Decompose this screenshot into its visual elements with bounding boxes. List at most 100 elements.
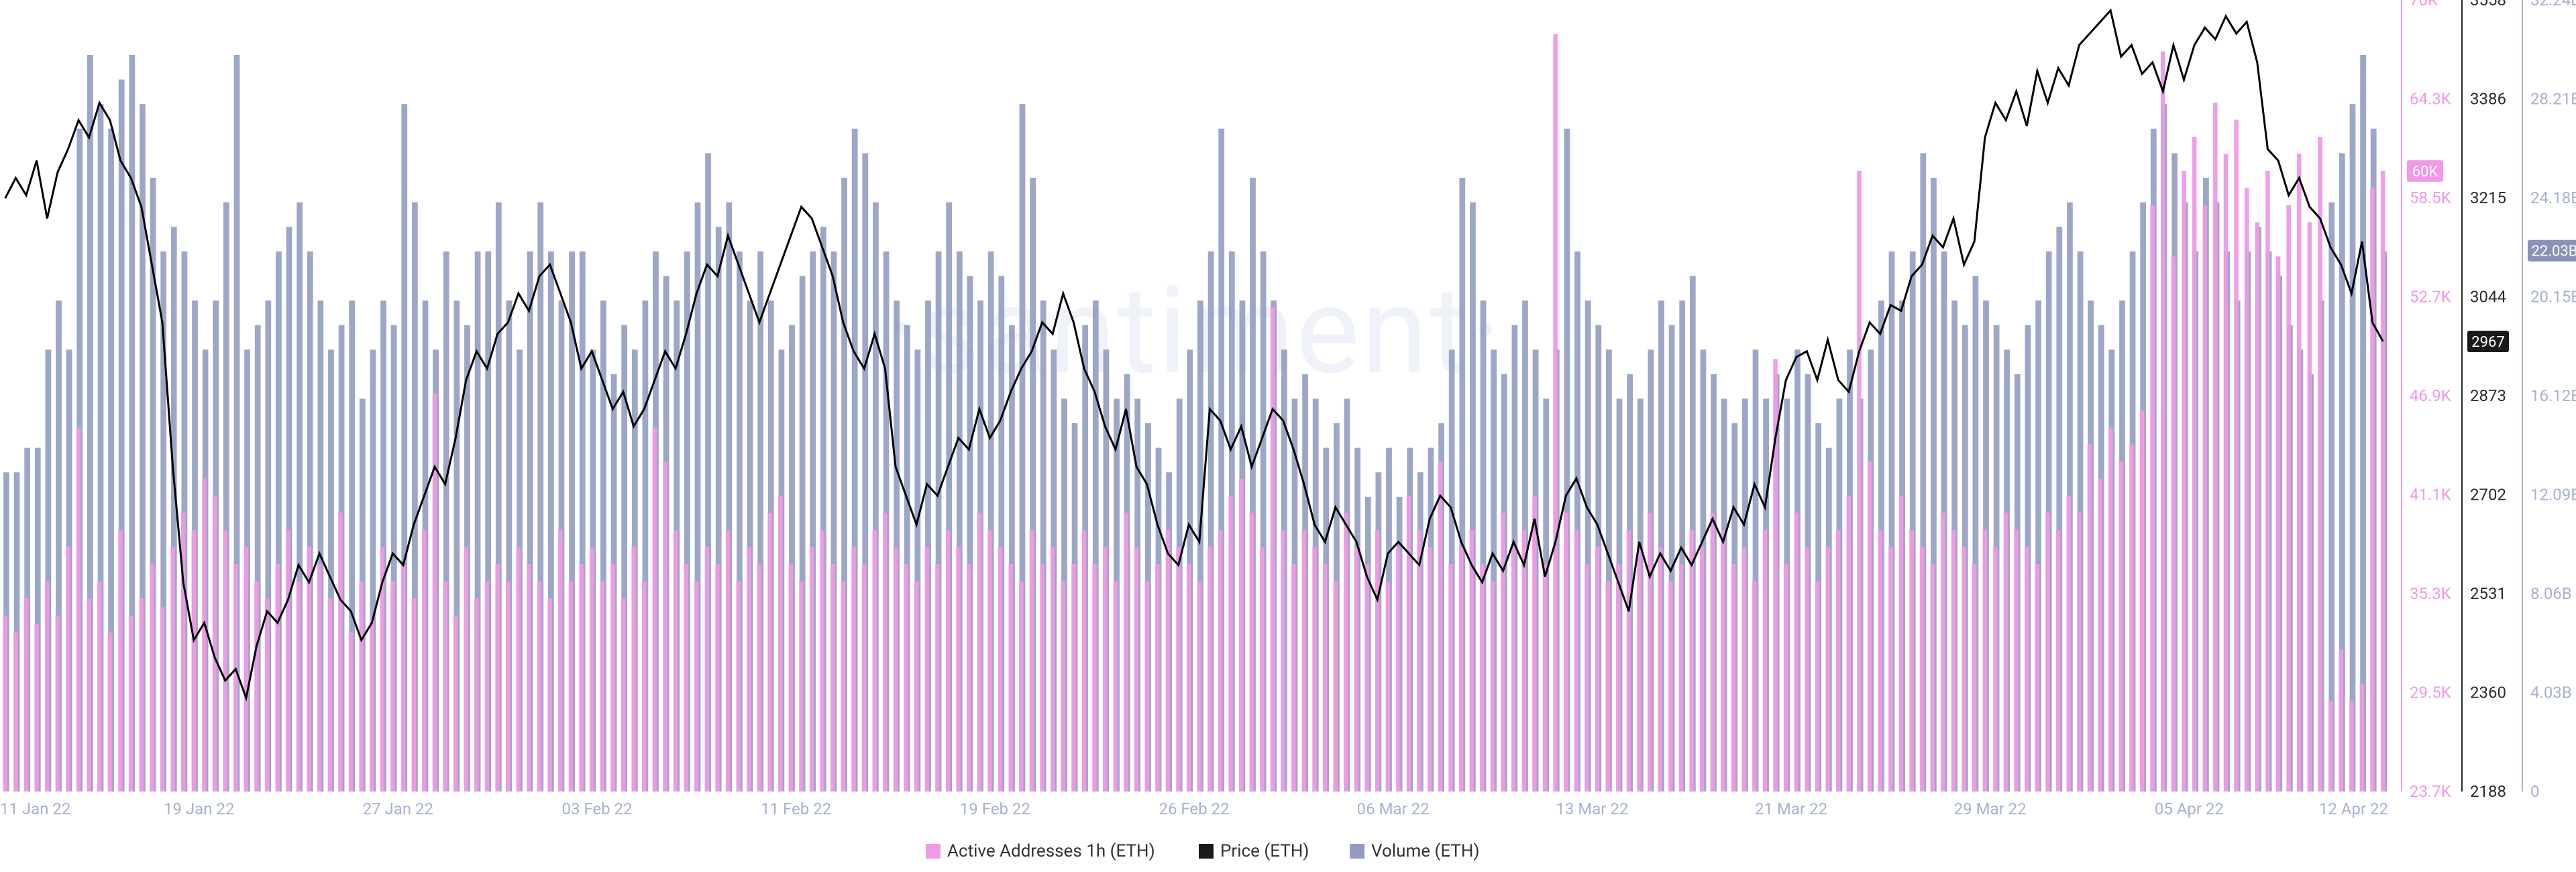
active-addresses-bar (328, 598, 333, 792)
y-axis-tick-label: 2873 (2470, 386, 2506, 405)
active-addresses-bar (2213, 103, 2218, 792)
active-addresses-bar (56, 615, 60, 792)
active-addresses-bar (13, 633, 18, 792)
active-addresses-bar (946, 530, 951, 792)
active-addresses-bar (1354, 547, 1359, 792)
active-addresses-bar (537, 582, 542, 792)
active-addresses-bar (1972, 564, 1977, 792)
active-addresses-bar (265, 598, 270, 792)
active-addresses-bar (1543, 564, 1548, 792)
active-addresses-bar (349, 633, 354, 792)
y-axis-tick-label: 3044 (2470, 288, 2506, 307)
active-addresses-bar (527, 564, 531, 792)
active-addresses-bar (1658, 547, 1663, 792)
active-addresses-bar (1019, 582, 1024, 792)
active-addresses-bar (150, 564, 154, 792)
active-addresses-bar (1428, 547, 1432, 792)
y-axis-tick-label: 32.24B (2530, 0, 2576, 9)
active-addresses-bar (1679, 564, 1684, 792)
active-addresses-bar (1763, 530, 1768, 792)
active-addresses-bar (2234, 119, 2239, 792)
active-addresses-bar (1574, 530, 1579, 792)
x-axis-tick-label: 11 Jan 22 (0, 800, 70, 818)
active-addresses-bar (338, 513, 343, 792)
active-addresses-bar (904, 564, 908, 792)
active-addresses-bar (2339, 649, 2343, 792)
active-addresses-bar (883, 513, 888, 792)
y-axis-tick-label: 46.9K (2410, 386, 2452, 405)
active-addresses-bar (2370, 188, 2375, 792)
active-addresses-bar (66, 547, 70, 792)
active-addresses-bar (129, 615, 133, 792)
y-axis-tick-label: 2531 (2470, 584, 2506, 603)
active-addresses-bar (767, 513, 772, 792)
active-addresses-bar (2224, 154, 2229, 792)
x-axis-tick-label: 27 Jan 22 (363, 800, 433, 818)
active-addresses-bar (547, 598, 552, 792)
y-axis-tick-label: 35.3K (2410, 584, 2452, 603)
current-value-marker-label: 22.03B (2532, 243, 2576, 260)
y-axis-tick-label: 24.18B (2530, 188, 2576, 207)
active-addresses-bar (1825, 547, 1830, 792)
active-addresses-bar (1302, 530, 1307, 792)
active-addresses-bar (1564, 513, 1568, 792)
active-addresses-bar (1281, 530, 1285, 792)
y-axis-tick-label: 70K (2410, 0, 2438, 9)
active-addresses-bar (1417, 530, 1421, 792)
active-addresses-bar (757, 564, 762, 792)
y-axis-tick-label: 2360 (2470, 684, 2506, 702)
chart-svg: ·santiment·23.7K29.5K35.3K41.1K46.9K52.7… (0, 0, 2576, 872)
active-addresses-bar (1448, 564, 1453, 792)
active-addresses-bar (1144, 582, 1149, 792)
y-axis-tick-label: 28.21B (2530, 90, 2576, 109)
active-addresses-bar (495, 564, 500, 792)
y-axis-tick-label: 2188 (2470, 782, 2506, 801)
active-addresses-bar (2255, 222, 2260, 792)
x-axis-tick-label: 19 Jan 22 (164, 800, 234, 818)
active-addresses-bar (2066, 496, 2071, 792)
active-addresses-bar (737, 582, 741, 792)
active-addresses-bar (1061, 582, 1066, 792)
active-addresses-bar (894, 547, 898, 792)
active-addresses-bar (2035, 564, 2040, 792)
active-addresses-bar (160, 607, 165, 792)
y-axis-tick-label: 20.15B (2530, 288, 2576, 307)
active-addresses-bar (1909, 530, 1914, 792)
active-addresses-bar (2202, 205, 2207, 792)
active-addresses-bar (1532, 496, 1537, 792)
x-axis-tick-label: 29 Mar 22 (1954, 800, 2027, 818)
active-addresses-bar (443, 582, 447, 792)
active-addresses-bar (1187, 564, 1191, 792)
legend-label: Volume (ETH) (1371, 841, 1480, 861)
active-addresses-bar (2014, 530, 2019, 792)
active-addresses-bar (956, 547, 961, 792)
active-addresses-bar (715, 564, 720, 792)
legend-label: Active Addresses 1h (ETH) (947, 841, 1155, 861)
active-addresses-bar (1741, 547, 1746, 792)
active-addresses-bar (1396, 547, 1401, 792)
active-addresses-bar (192, 530, 197, 792)
active-addresses-bar (1700, 547, 1705, 792)
active-addresses-bar (1522, 530, 1527, 792)
active-addresses-bar (2161, 51, 2165, 792)
y-axis-tick-label: 3558 (2470, 0, 2506, 9)
active-addresses-bar (1689, 530, 1694, 792)
legend-swatch (926, 844, 941, 859)
active-addresses-bar (2308, 222, 2312, 792)
x-axis-tick-label: 05 Apr 22 (2155, 800, 2224, 818)
active-addresses-bar (275, 564, 280, 792)
active-addresses-bar (1931, 564, 1935, 792)
active-addresses-bar (820, 530, 824, 792)
y-axis-tick-label: 0 (2530, 782, 2540, 801)
active-addresses-bar (2276, 256, 2281, 792)
active-addresses-bar (140, 598, 144, 792)
active-addresses-bar (2318, 137, 2322, 792)
active-addresses-bar (1585, 564, 1589, 792)
active-addresses-bar (1071, 564, 1076, 792)
active-addresses-bar (747, 547, 751, 792)
x-axis-tick-label: 11 Feb 22 (761, 800, 831, 818)
x-axis-tick-label: 03 Feb 22 (561, 800, 632, 818)
active-addresses-bar (1941, 513, 1945, 792)
active-addresses-bar (1627, 530, 1631, 792)
active-addresses-bar (2192, 137, 2197, 792)
